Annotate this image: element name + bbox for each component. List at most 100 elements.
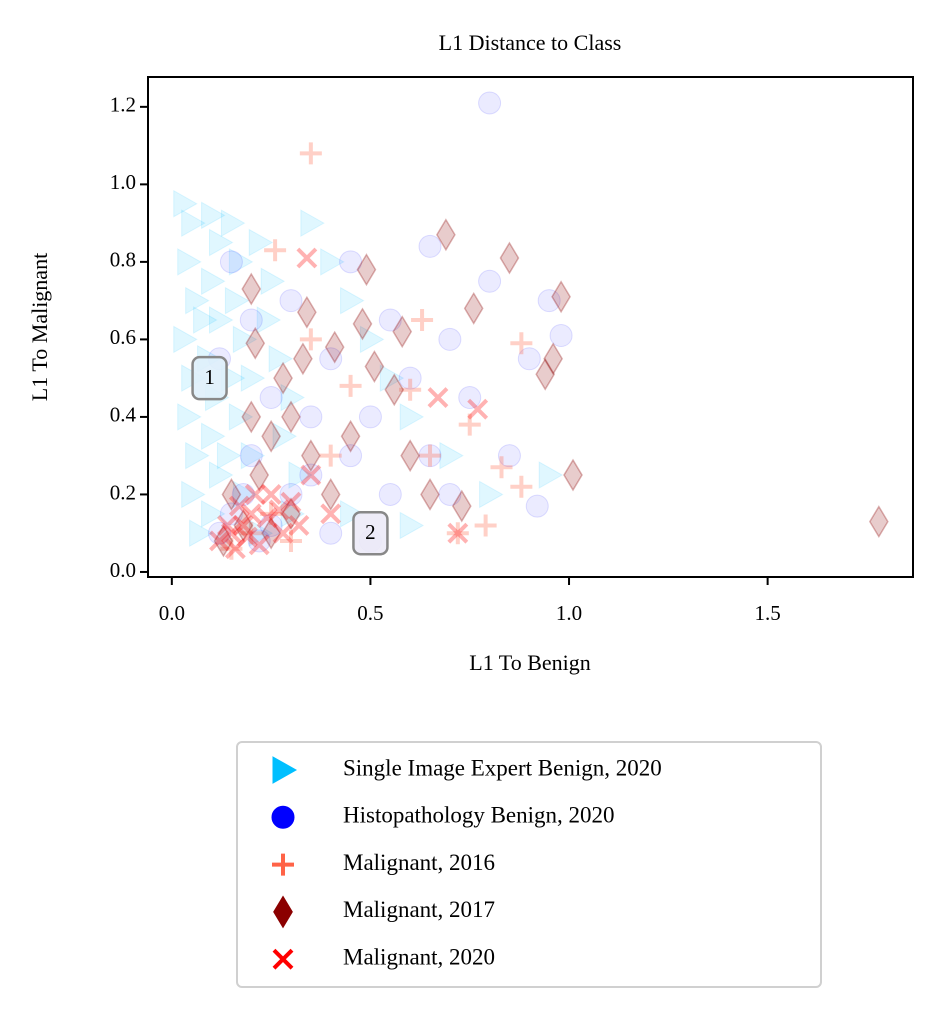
marker-plus — [510, 332, 533, 355]
marker-diamond — [340, 419, 361, 453]
x-axis-label: L1 To Benign — [469, 650, 591, 675]
marker-diamond — [241, 400, 262, 434]
marker-circle — [219, 250, 243, 274]
y-tick-label: 0.0 — [110, 558, 136, 582]
marker-triangle — [201, 201, 226, 230]
marker-diamond — [868, 505, 889, 539]
marker-triangle — [201, 422, 226, 451]
marker-diamond — [543, 342, 564, 376]
marker-triangle — [280, 383, 306, 412]
y-tick-label: 0.6 — [110, 325, 136, 349]
marker-diamond — [281, 497, 301, 531]
marker-circle — [438, 482, 462, 506]
marker-triangle — [224, 286, 250, 315]
marker-triangle — [220, 209, 246, 237]
marker-circle — [497, 444, 521, 468]
marker-triangle — [248, 519, 274, 548]
marker-diamond — [221, 477, 242, 511]
marker-triangle — [189, 519, 214, 548]
marker-triangle — [359, 325, 385, 354]
plot-points — [173, 91, 889, 560]
marker-circle — [271, 805, 295, 829]
marker-triangle — [185, 441, 210, 470]
marker-triangle — [228, 248, 254, 276]
marker-x — [467, 398, 489, 420]
marker-circle — [458, 386, 482, 410]
marker-circle — [418, 444, 442, 468]
marker-triangle — [256, 306, 282, 334]
marker-diamond — [420, 477, 440, 511]
marker-triangle — [208, 461, 234, 489]
marker-diamond — [293, 342, 313, 376]
marker-diamond — [245, 326, 266, 360]
marker-plus — [240, 522, 263, 545]
marker-triangle — [320, 248, 345, 276]
x-tick-label: 0.0 — [159, 601, 185, 625]
marker-x — [260, 484, 282, 505]
marker-diamond — [320, 477, 341, 511]
marker-triangle — [232, 480, 258, 509]
marker-circle — [537, 289, 561, 313]
marker-x — [224, 538, 246, 560]
marker-diamond — [364, 350, 385, 383]
marker-triangle — [340, 286, 365, 315]
marker-x — [209, 530, 230, 552]
marker-circle — [398, 366, 422, 390]
marker-triangle — [272, 756, 298, 784]
marker-x — [447, 522, 469, 544]
marker-diamond — [297, 295, 317, 329]
marker-diamond — [535, 357, 556, 391]
marker-x — [427, 387, 449, 408]
marker-plus — [272, 853, 294, 876]
marker-x — [300, 464, 322, 486]
marker-plus — [419, 444, 442, 467]
marker-circle — [259, 513, 283, 537]
marker-plus — [319, 444, 342, 467]
marker-triangle — [177, 403, 202, 431]
marker-x — [236, 526, 258, 548]
marker-x — [240, 503, 262, 525]
y-tick-label: 0.4 — [110, 403, 137, 427]
marker-circle — [239, 444, 263, 468]
legend-label: Histopathology Benign, 2020 — [343, 803, 615, 828]
legend: Single Image Expert Benign, 2020 Histopat… — [271, 755, 662, 970]
marker-circle — [418, 234, 442, 258]
annotation-text: 1 — [204, 365, 215, 389]
marker-triangle — [185, 286, 210, 315]
marker-triangle — [201, 499, 226, 528]
marker-diamond — [324, 330, 345, 364]
marker-plus — [299, 328, 322, 351]
marker-circle — [299, 463, 323, 487]
x-tick-label: 1.5 — [755, 601, 781, 625]
marker-plus — [264, 239, 287, 262]
marker-triangle — [260, 267, 286, 296]
marker-diamond — [551, 280, 571, 314]
marker-x — [232, 515, 254, 536]
marker-diamond — [261, 516, 282, 550]
marker-plus — [490, 456, 513, 479]
marker-triangle — [181, 209, 206, 237]
marker-diamond — [436, 218, 456, 252]
marker-circle — [438, 327, 462, 351]
annotation-box — [191, 355, 228, 401]
marker-diamond — [356, 253, 377, 287]
marker-x — [220, 522, 242, 544]
marker-triangle — [280, 499, 306, 528]
marker-diamond — [241, 272, 262, 306]
marker-diamond — [213, 524, 234, 558]
marker-plus — [339, 374, 362, 397]
legend-box — [236, 741, 822, 988]
marker-circle — [259, 386, 283, 410]
x-tick-label: 0.5 — [357, 601, 383, 625]
y-tick-label: 1.2 — [110, 93, 136, 117]
marker-triangle — [228, 403, 254, 431]
marker-triangle — [479, 480, 504, 509]
marker-x — [288, 515, 310, 536]
annotations: 12 — [191, 355, 389, 556]
marker-x — [228, 495, 250, 517]
marker-triangle — [201, 267, 226, 296]
x-tick-label: 1.0 — [556, 601, 582, 625]
marker-circle — [247, 529, 271, 553]
chart-title: L1 Distance to Class — [439, 30, 622, 55]
marker-x — [217, 515, 238, 536]
